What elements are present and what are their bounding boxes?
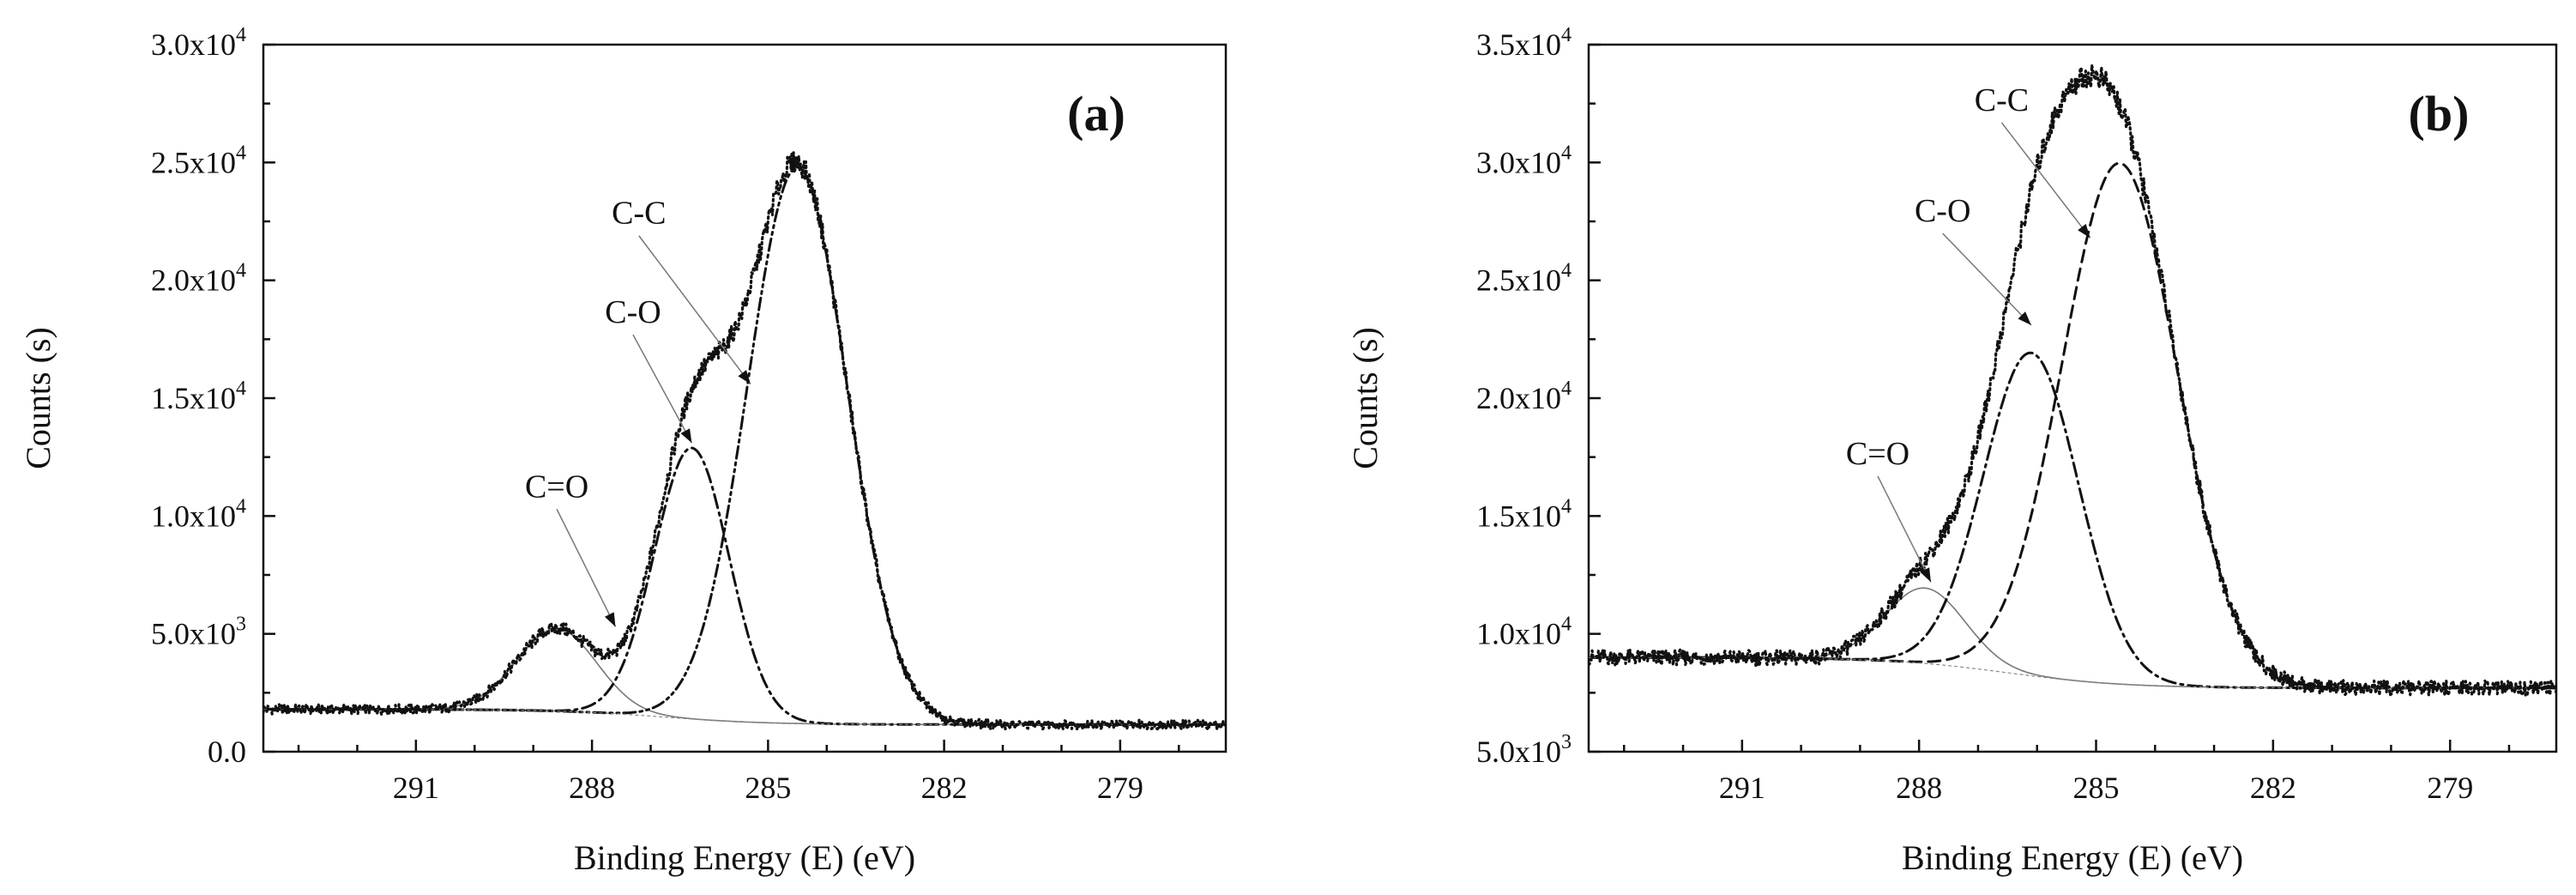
y-tick-label: 2.5x104 (1476, 260, 1572, 298)
peak-label: C-O (605, 294, 661, 330)
y-tick-exponent: 4 (1561, 495, 1572, 517)
y-axis-title: Counts (s) (19, 327, 57, 469)
y-tick-mantissa: 2.0x10 (1476, 381, 1561, 415)
y-tick-mantissa: 2.5x10 (151, 145, 236, 179)
peak-arrowhead (738, 370, 751, 384)
panel-label: (b) (2409, 86, 2470, 142)
y-tick-label: 5.0x103 (1476, 731, 1572, 769)
peak-label: C-O (1915, 193, 1970, 229)
y-tick-label: 0.0 (208, 735, 246, 769)
y-tick-mantissa: 3.5x10 (1476, 27, 1561, 62)
curves (263, 151, 1226, 731)
y-tick-mantissa: 5.0x10 (151, 617, 236, 651)
y-tick-exponent: 3 (1561, 731, 1572, 753)
y-tick-mantissa: 3.0x10 (1476, 145, 1561, 179)
x-tick-label: 282 (921, 771, 968, 805)
x-tick-label: 288 (569, 771, 615, 805)
x-tick-label: 285 (2073, 771, 2120, 805)
peak-arrowhead (1920, 567, 1931, 583)
curves (1589, 63, 2556, 697)
y-tick-label: 1.0x104 (1476, 614, 1572, 651)
x-tick-label: 291 (393, 771, 439, 805)
y-tick-exponent: 4 (1561, 24, 1572, 46)
y-tick-exponent: 3 (236, 614, 246, 636)
x-tick-label: 279 (2427, 771, 2473, 805)
y-tick-exponent: 4 (1561, 614, 1572, 636)
y-axis-title: Counts (s) (1346, 327, 1385, 469)
panel-label: (a) (1067, 86, 1125, 142)
measured-spectrum-curve (1589, 63, 2556, 697)
y-tick-exponent: 4 (236, 24, 246, 46)
x-axis-title: Binding Energy (E) (eV) (574, 838, 915, 877)
y-tick-mantissa: 1.0x10 (151, 499, 236, 533)
y-tick-mantissa: 2.5x10 (1476, 263, 1561, 298)
peak-label: C=O (1846, 436, 1909, 472)
x-axis-title: Binding Energy (E) (eV) (1902, 838, 2243, 877)
component-c-o-curve (263, 446, 1226, 726)
peak-label: C-C (1975, 82, 2029, 118)
component-c-c-curve (1589, 161, 2556, 690)
baseline-curve (263, 708, 1226, 726)
y-tick-label: 2.0x104 (1476, 378, 1572, 415)
component-c-c-curve (263, 166, 1226, 726)
y-tick-label: 1.0x104 (151, 495, 246, 533)
peak-label: C=O (525, 469, 588, 505)
chart-panel-a: 0.05.0x1031.0x1041.5x1042.0x1042.5x1043.… (19, 24, 1228, 877)
y-tick-label: 3.0x104 (1476, 142, 1572, 179)
peak-leader-line (2000, 122, 2091, 239)
peak-leader-line (1877, 475, 1932, 583)
peak-arrowhead (2078, 223, 2090, 239)
y-tick-label: 5.0x103 (151, 614, 246, 651)
plot-frame (1587, 43, 2558, 753)
y-tick-mantissa: 0.0 (208, 735, 246, 769)
x-tick-label: 291 (1719, 771, 1765, 805)
x-tick-label: 288 (1896, 771, 1942, 805)
y-tick-label: 1.5x104 (1476, 495, 1572, 533)
x-tick-label: 279 (1097, 771, 1143, 805)
peak-arrowhead (2018, 311, 2031, 325)
measured-spectrum-curve (263, 151, 1226, 731)
y-tick-exponent: 4 (1561, 142, 1572, 164)
y-tick-label: 3.5x104 (1476, 24, 1572, 62)
y-tick-mantissa: 1.5x10 (1476, 499, 1561, 533)
y-tick-label: 2.0x104 (151, 260, 246, 298)
x-tick-label: 282 (2250, 771, 2296, 805)
y-tick-mantissa: 5.0x10 (1476, 735, 1561, 769)
y-tick-label: 1.5x104 (151, 378, 246, 415)
peak-arrowhead (604, 612, 616, 627)
y-tick-mantissa: 2.0x10 (151, 263, 236, 298)
y-tick-mantissa: 1.5x10 (151, 381, 236, 415)
y-tick-exponent: 4 (1561, 378, 1572, 400)
y-tick-mantissa: 1.0x10 (1476, 617, 1561, 651)
x-tick-label: 285 (745, 771, 791, 805)
y-tick-mantissa: 3.0x10 (151, 27, 236, 62)
peak-label: C-C (612, 196, 666, 232)
peak-leader-line (1942, 233, 2032, 326)
peak-leader-line (632, 334, 693, 444)
peak-leader-line (638, 235, 751, 384)
y-tick-label: 3.0x104 (151, 24, 246, 62)
peak-arrowhead (680, 428, 692, 444)
y-tick-exponent: 4 (236, 495, 246, 517)
component-c-double-o-curve (1589, 587, 2556, 689)
peak-leader-line (556, 509, 617, 627)
chart-panel-b: 5.0x1031.0x1041.5x1042.0x1042.5x1043.0x1… (1346, 24, 2558, 877)
y-tick-exponent: 4 (236, 378, 246, 400)
y-tick-exponent: 4 (1561, 260, 1572, 282)
component-c-o-curve (1589, 351, 2556, 690)
y-tick-exponent: 4 (236, 260, 246, 282)
y-tick-exponent: 4 (236, 142, 246, 164)
y-tick-label: 2.5x104 (151, 142, 246, 179)
